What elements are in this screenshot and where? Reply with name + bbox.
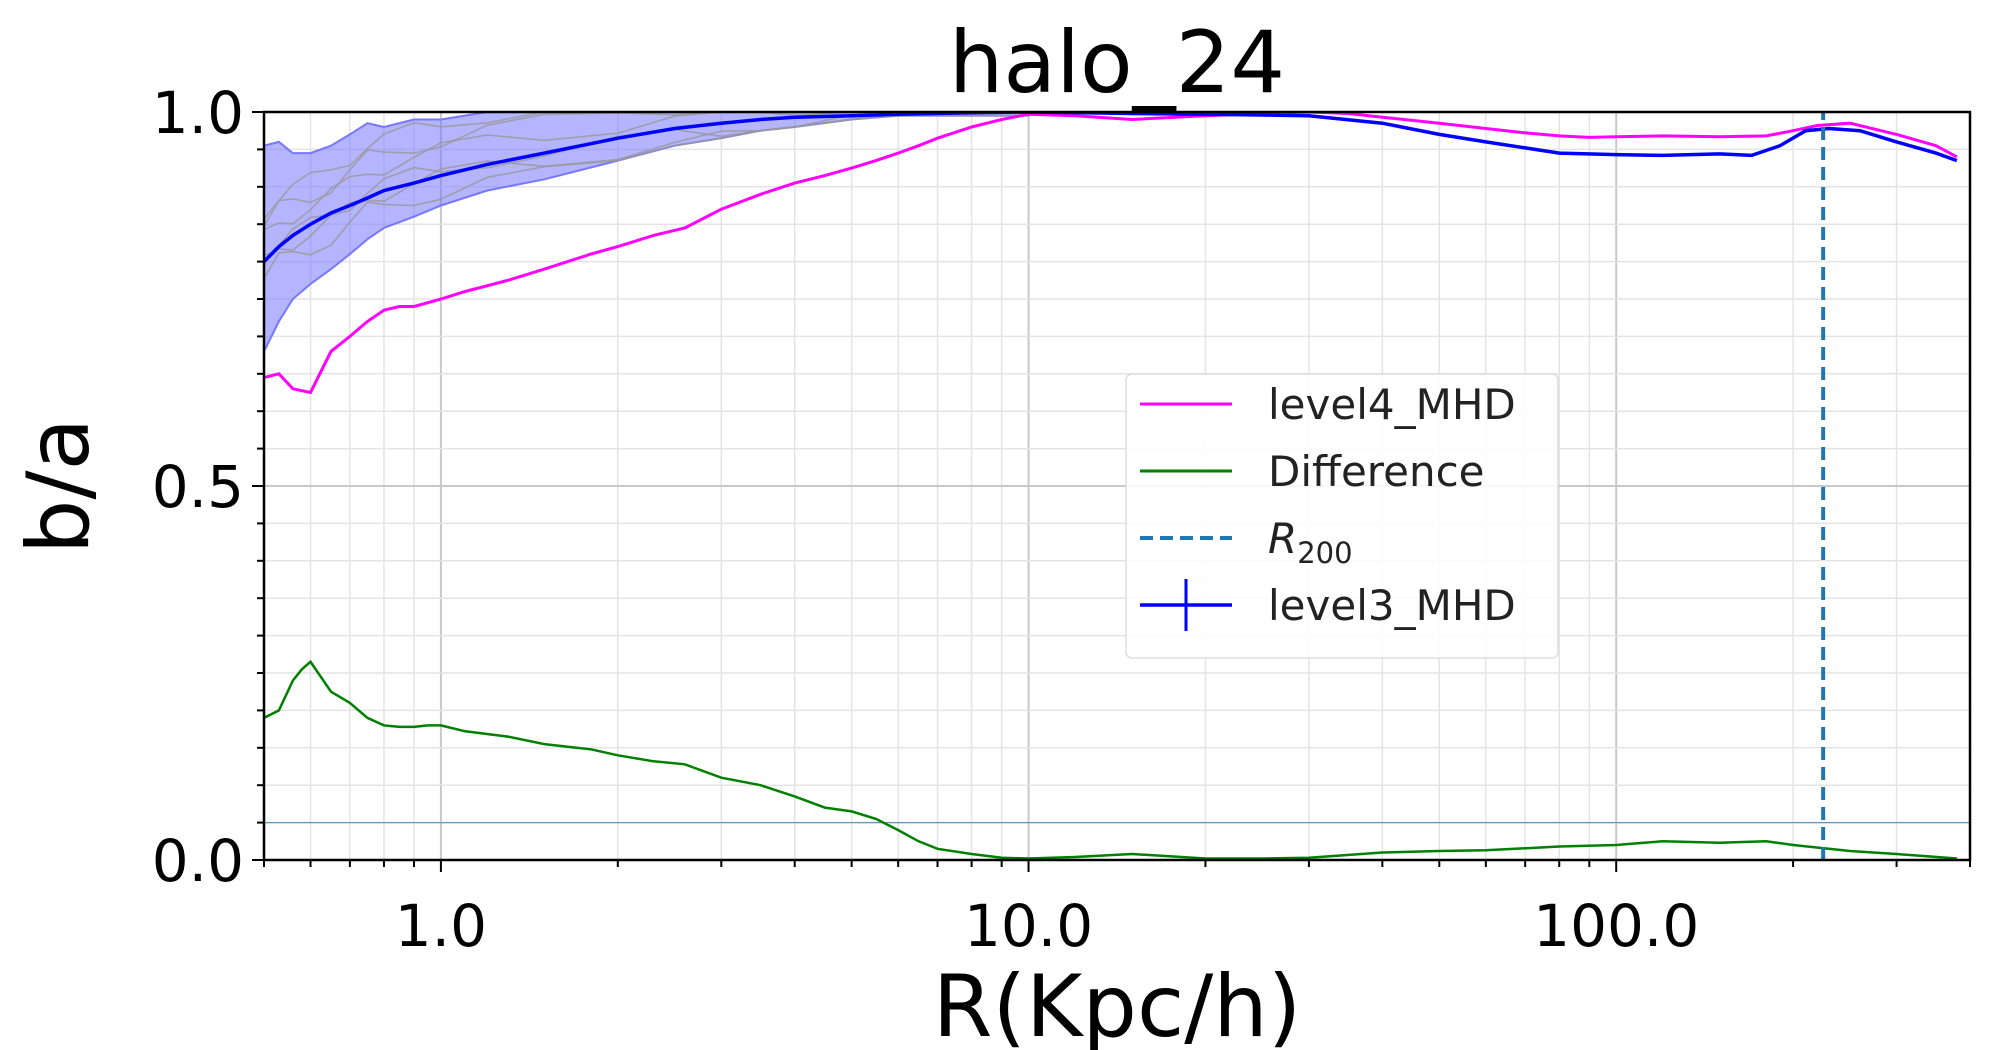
x-tick-label: 100.0	[1533, 892, 1699, 960]
legend-label: level4_MHD	[1268, 380, 1516, 429]
y-axis-title: b/a	[9, 418, 109, 554]
legend-label: Difference	[1268, 447, 1485, 496]
x-tick-label: 1.0	[395, 892, 487, 960]
legend-box	[1125, 373, 1559, 659]
legend-label: R200	[1268, 514, 1353, 570]
difference-line	[264, 659, 1957, 860]
ticks: 1.0 10.0 100.0 0.0 0.5 1.0	[152, 79, 1971, 960]
chart-title: halo_24	[949, 13, 1285, 113]
thin-profile-line	[264, 112, 1029, 220]
level4-mhd-line	[264, 112, 1958, 395]
thin-profile-line	[264, 114, 1029, 265]
x-axis-title: R(Kpc/h)	[933, 957, 1302, 1050]
grid	[263, 111, 1971, 861]
legend: level4_MHD Difference R200 level3_MHD	[1125, 373, 1559, 659]
thin-profile-line	[264, 112, 1029, 227]
legend-label: level3_MHD	[1268, 581, 1516, 630]
y-tick-label: 0.5	[152, 453, 244, 521]
y-tick-label: 0.0	[152, 827, 244, 895]
x-tick-label: 10.0	[964, 892, 1093, 960]
y-tick-label: 1.0	[152, 79, 244, 147]
thin-profile-line	[264, 114, 1029, 279]
